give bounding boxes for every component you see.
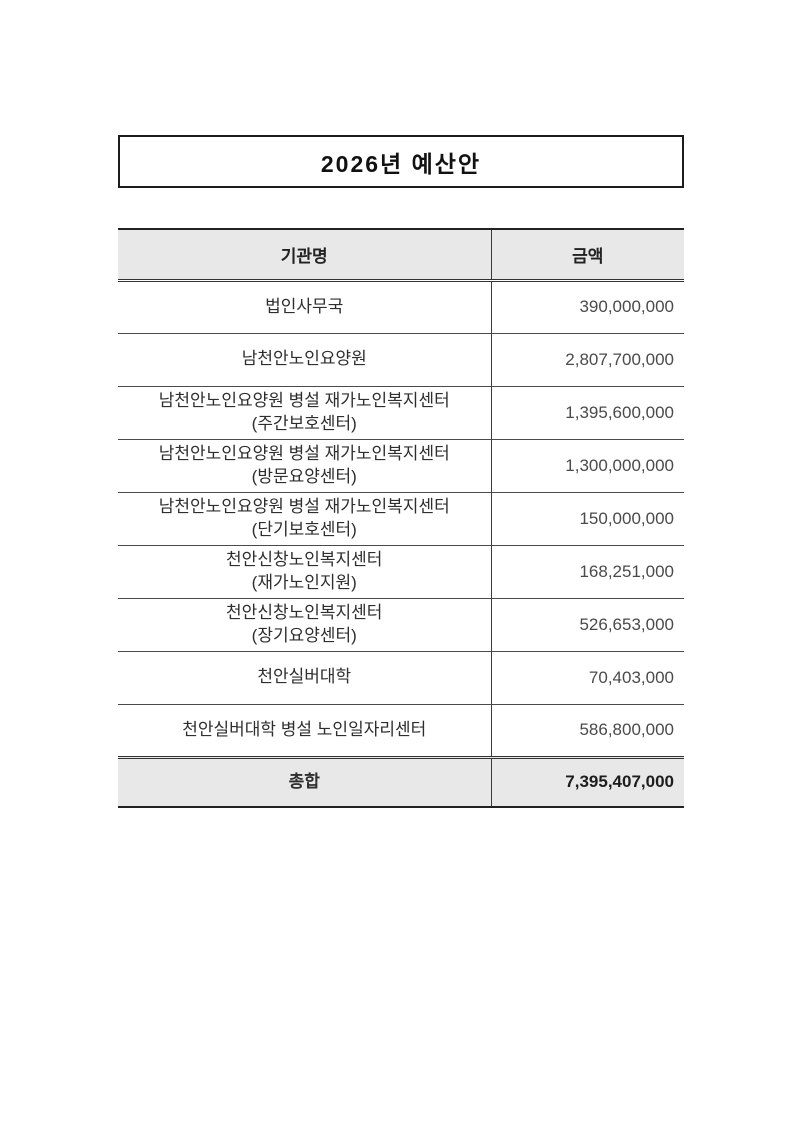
table-header: 기관명 금액 <box>118 229 684 282</box>
total-label: 총합 <box>118 757 492 808</box>
table-row: 남천안노인요양원 병설 재가노인복지센터 (주간보호센터) 1,395,600,… <box>118 386 684 440</box>
institution-name: 남천안노인요양원 <box>118 333 492 387</box>
total-row: 총합 7,395,407,000 <box>118 757 684 808</box>
budget-table: 기관명 금액 법인사무국 390,000,000 남천안노인요양원 2,807,… <box>118 228 684 808</box>
amount-value: 1,300,000,000 <box>491 439 684 493</box>
table-row: 천안신창노인복지센터 (재가노인지원) 168,251,000 <box>118 545 684 599</box>
table-footer: 총합 7,395,407,000 <box>118 757 684 808</box>
institution-name: 남천안노인요양원 병설 재가노인복지센터 (단기보호센터) <box>118 492 492 546</box>
institution-name: 남천안노인요양원 병설 재가노인복지센터 (주간보호센터) <box>118 386 492 440</box>
table-row: 남천안노인요양원 병설 재가노인복지센터 (방문요양센터) 1,300,000,… <box>118 439 684 493</box>
institution-name: 천안실버대학 병설 노인일자리센터 <box>118 704 492 759</box>
table-row: 남천안노인요양원 2,807,700,000 <box>118 333 684 387</box>
table-row: 법인사무국 390,000,000 <box>118 280 684 334</box>
table-row: 천안실버대학 병설 노인일자리센터 586,800,000 <box>118 704 684 759</box>
institution-name: 천안실버대학 <box>118 651 492 705</box>
header-row: 기관명 금액 <box>118 229 684 282</box>
amount-value: 586,800,000 <box>491 704 684 759</box>
column-header-amount: 금액 <box>491 229 684 282</box>
column-header-institution: 기관명 <box>118 229 492 282</box>
table-row: 천안신창노인복지센터 (장기요양센터) 526,653,000 <box>118 598 684 652</box>
table-body: 법인사무국 390,000,000 남천안노인요양원 2,807,700,000… <box>118 280 684 759</box>
amount-value: 168,251,000 <box>491 545 684 599</box>
institution-name: 천안신창노인복지센터 (재가노인지원) <box>118 545 492 599</box>
amount-value: 390,000,000 <box>491 280 684 334</box>
amount-value: 2,807,700,000 <box>491 333 684 387</box>
page-title: 2026년 예산안 <box>320 150 482 177</box>
amount-value: 150,000,000 <box>491 492 684 546</box>
institution-name: 법인사무국 <box>118 280 492 334</box>
table-row: 남천안노인요양원 병설 재가노인복지센터 (단기보호센터) 150,000,00… <box>118 492 684 546</box>
institution-name: 천안신창노인복지센터 (장기요양센터) <box>118 598 492 652</box>
table-row: 천안실버대학 70,403,000 <box>118 651 684 705</box>
title-box: 2026년 예산안 <box>118 135 684 188</box>
amount-value: 1,395,600,000 <box>491 386 684 440</box>
institution-name: 남천안노인요양원 병설 재가노인복지센터 (방문요양센터) <box>118 439 492 493</box>
amount-value: 526,653,000 <box>491 598 684 652</box>
amount-value: 70,403,000 <box>491 651 684 705</box>
total-amount: 7,395,407,000 <box>491 757 684 808</box>
